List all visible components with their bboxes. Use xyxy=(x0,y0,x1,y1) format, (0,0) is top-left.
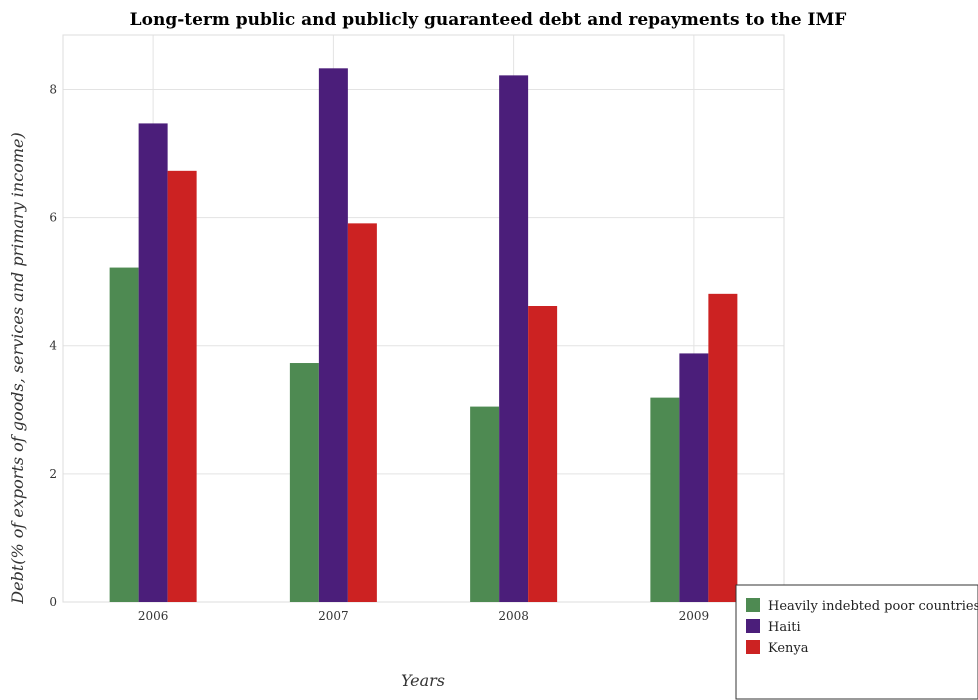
bar-haiti-2006 xyxy=(138,123,168,602)
bar-kenya-2006 xyxy=(167,170,197,602)
y-ticks: 0 2 4 6 8 xyxy=(49,82,57,609)
y-tick-label: 8 xyxy=(49,82,57,96)
legend-entry: Kenya xyxy=(768,641,809,656)
bars xyxy=(109,68,738,603)
legend: Heavily indebted poor countries Haiti Keny… xyxy=(735,584,978,700)
bar-kenya-2009 xyxy=(708,293,738,602)
y-tick-label: 6 xyxy=(49,211,57,225)
x-tick-label: 2008 xyxy=(498,609,529,623)
legend-swatch xyxy=(746,619,760,633)
legend-box xyxy=(735,584,978,700)
y-tick-label: 0 xyxy=(49,595,57,609)
x-tick-label: 2009 xyxy=(679,609,710,623)
bar-heavily-indebted-poor-countries-2006 xyxy=(109,267,139,602)
bar-kenya-2007 xyxy=(347,223,377,603)
x-ticks: 2006 2007 2008 2009 xyxy=(138,609,709,623)
legend-entry: Heavily indebted poor countries xyxy=(768,599,978,614)
x-tick-label: 2006 xyxy=(138,609,169,623)
legend-swatch xyxy=(746,640,760,654)
x-tick-label: 2007 xyxy=(318,609,349,623)
y-axis-label: Debt(% of exports of goods, services and… xyxy=(8,132,27,604)
x-axis-label: Years xyxy=(401,671,445,690)
chart-title: Long-term public and publicly guaranteed… xyxy=(130,10,847,30)
bar-kenya-2008 xyxy=(528,306,558,602)
bar-haiti-2008 xyxy=(499,75,529,602)
y-tick-label: 2 xyxy=(49,467,57,481)
bar-heavily-indebted-poor-countries-2009 xyxy=(650,397,680,602)
bar-haiti-2009 xyxy=(679,353,709,602)
legend-swatch xyxy=(746,598,760,612)
plot-frame xyxy=(62,34,785,603)
bar-heavily-indebted-poor-countries-2007 xyxy=(289,363,319,602)
legend-entry: Haiti xyxy=(768,620,801,635)
y-tick-label: 4 xyxy=(49,339,57,353)
bar-haiti-2007 xyxy=(318,68,348,603)
bar-heavily-indebted-poor-countries-2008 xyxy=(470,406,500,602)
